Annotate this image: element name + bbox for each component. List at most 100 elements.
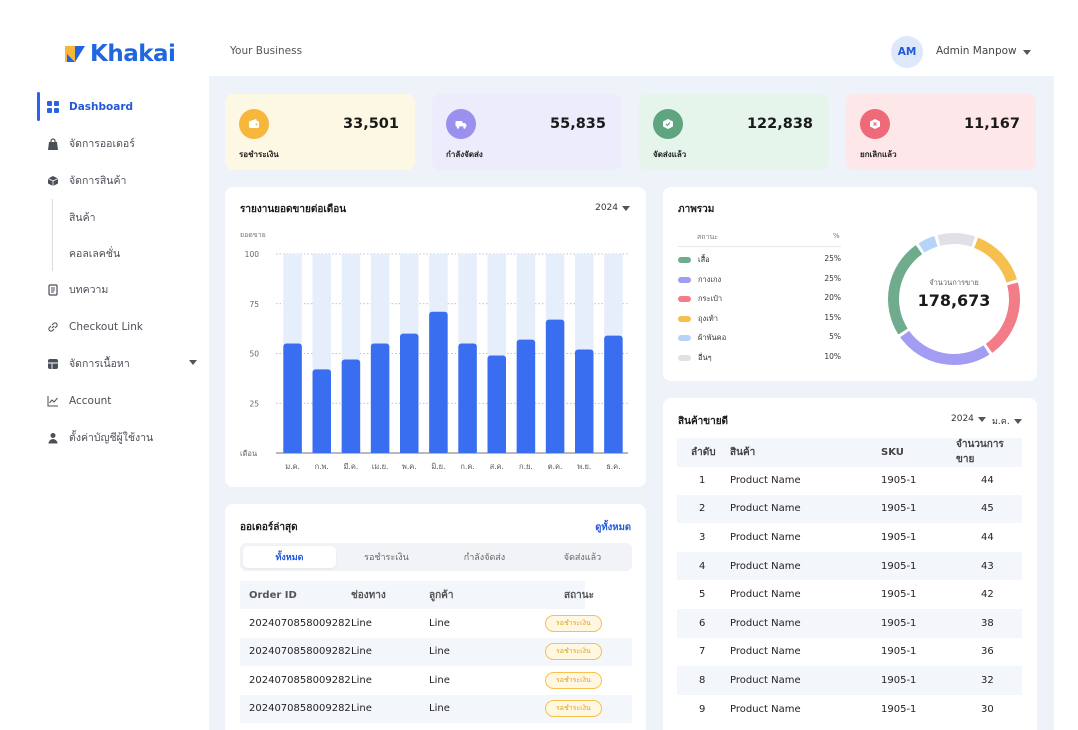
bar[interactable] — [283, 343, 302, 453]
legend-swatch — [678, 315, 691, 322]
main-content: 33,501 รอชำระเงิน 55,835 กำลังจัดส่ง 122,838… — [209, 76, 1054, 730]
table-row[interactable]: 2024070858009282 Line Line รอชำระเงิน — [240, 637, 632, 666]
stat-label: ยกเลิกแล้ว — [860, 150, 897, 159]
bar-base — [429, 449, 448, 453]
sidebar-item[interactable]: Checkout Link — [25, 308, 209, 345]
order-tab[interactable]: จัดส่งแล้ว — [563, 553, 602, 563]
x-tick-label: ก.ย. — [519, 462, 533, 471]
table-row[interactable]: 2024070858009282 Line Line รอชำระเงิน — [240, 609, 632, 637]
truck-icon — [446, 109, 476, 139]
sales-year-select[interactable]: 2024 — [595, 203, 630, 213]
bar[interactable] — [400, 333, 419, 453]
avatar[interactable]: AM — [891, 36, 923, 68]
bestsellers-card: สินค้าขายดี 2024 ม.ค. ลำดับ สินค้า SKU จ… — [663, 398, 1037, 730]
sidebar-item-label: จัดการสินค้า — [69, 175, 127, 187]
sidebar-item[interactable]: ตั้งค่าบัญชีผู้ใช้งาน — [25, 419, 209, 456]
x-tick-label: มิ.ย. — [431, 462, 445, 471]
product-cell: Product Name — [730, 617, 801, 629]
bar[interactable] — [545, 319, 565, 453]
qty-cell: 44 — [981, 531, 994, 543]
product-cell: Product Name — [730, 674, 801, 686]
order-tab[interactable]: รอชำระเงิน — [364, 553, 409, 563]
col-customer: ลูกค้า — [429, 589, 454, 601]
order-tab[interactable]: ทั้งหมด — [243, 546, 336, 568]
logo[interactable]: Khakai — [63, 41, 176, 67]
bar[interactable] — [604, 335, 623, 453]
stat-card[interactable]: 33,501 รอชำระเงิน — [225, 94, 415, 170]
bar[interactable] — [341, 359, 361, 453]
channel-cell: Line — [351, 617, 372, 629]
sidebar-item[interactable]: Dashboard — [25, 88, 209, 125]
sales-chart-card: รายงานยอดขายต่อเดือน 2024 ยอดขาย 100 75 50 2… — [225, 187, 646, 487]
stat-value: 33,501 — [343, 116, 399, 132]
bestsellers-month-select[interactable]: ม.ค. — [992, 414, 1022, 428]
order-tab[interactable]: กำลังจัดส่ง — [463, 553, 506, 563]
product-cell: Product Name — [730, 589, 801, 601]
chevron-down-icon[interactable] — [189, 360, 197, 365]
bar[interactable] — [312, 369, 332, 453]
legend-item: อื่นๆ 10% — [678, 352, 841, 368]
stat-card[interactable]: 11,167 ยกเลิกแล้ว — [846, 94, 1036, 170]
bar[interactable] — [575, 349, 594, 453]
rank-cell: 5 — [699, 589, 706, 601]
sidebar-item-label: Account — [69, 394, 112, 407]
legend-label: ถุงเท้า — [698, 313, 718, 323]
sidebar-item[interactable]: Account — [25, 382, 209, 419]
bar[interactable] — [370, 343, 390, 453]
stat-card[interactable]: 55,835 กำลังจัดส่ง — [432, 94, 622, 170]
table-row[interactable]: 1 Product Name 1905-1 44 — [677, 466, 1022, 495]
logo-text: Khakai — [90, 41, 176, 67]
sidebar-subitem[interactable]: สินค้า — [52, 199, 209, 235]
legend-pct: 5% — [829, 332, 841, 341]
legend-item: กางเกง 25% — [678, 274, 841, 290]
table-row[interactable]: 9 Product Name 1905-1 30 — [677, 695, 1022, 724]
overview-title: ภาพรวม — [678, 204, 715, 215]
bar[interactable] — [429, 311, 448, 453]
bar-base — [516, 449, 536, 453]
x-axis-start-label: เดือน — [240, 449, 257, 458]
sidebar-subitem[interactable]: คอลเลคชั่น — [52, 235, 209, 271]
legend-item: กระเป๋า 20% — [678, 293, 841, 309]
table-row[interactable]: 4 Product Name 1905-1 43 — [677, 551, 1022, 581]
table-row[interactable]: 2024070858009282 Line Line รอชำระเงิน — [240, 694, 632, 723]
user-name[interactable]: Admin Manpow — [936, 45, 1017, 57]
content-icon — [47, 358, 59, 370]
chevron-down-icon — [977, 416, 986, 422]
x-tick-label: ก.ค. — [460, 462, 474, 471]
bar[interactable] — [487, 355, 507, 453]
sidebar-item[interactable]: จัดการสินค้า — [25, 162, 209, 199]
rank-cell: 2 — [699, 503, 706, 515]
donut-slice[interactable] — [937, 233, 976, 247]
chevron-down-icon[interactable] — [1023, 50, 1031, 55]
bar[interactable] — [516, 339, 536, 453]
divider — [678, 246, 841, 247]
donut-slice[interactable] — [888, 245, 923, 335]
table-row[interactable]: 7 Product Name 1905-1 36 — [677, 638, 1022, 667]
stat-label: จัดส่งแล้ว — [653, 150, 687, 159]
sidebar-item[interactable]: จัดการออเดอร์ — [25, 125, 209, 162]
table-row[interactable]: 5 Product Name 1905-1 42 — [677, 580, 1022, 609]
col-sku: SKU — [881, 446, 904, 458]
y-tick-label: 75 — [249, 300, 259, 309]
sales-bar-chart: ยอดขาย 100 75 50 25 เดือนม.ค. ก.พ. มี.ค. เม.ย. พ.… — [240, 231, 628, 471]
sidebar-item[interactable]: บทความ — [25, 271, 209, 308]
stat-card[interactable]: 122,838 จัดส่งแล้ว — [639, 94, 829, 170]
donut-slice[interactable] — [985, 282, 1020, 353]
donut-slice[interactable] — [918, 236, 938, 253]
donut-slice[interactable] — [974, 237, 1017, 283]
table-row[interactable]: 2024070858009282 Line Line รอชำระเงิน — [240, 666, 632, 694]
table-row[interactable]: 8 Product Name 1905-1 32 — [677, 666, 1022, 695]
qty-cell: 30 — [981, 703, 994, 715]
overview-card: ภาพรวม สถานะ % เสื้อ 25% กางเกง 25% กระเป๋า 2… — [663, 187, 1037, 381]
channel-cell: Line — [351, 703, 372, 715]
donut-slice[interactable] — [900, 330, 990, 365]
x-tick-label: พ.ค. — [402, 462, 417, 471]
table-row[interactable]: 3 Product Name 1905-1 44 — [677, 523, 1022, 552]
view-all-link[interactable]: ดูทั้งหมด — [595, 522, 631, 533]
stat-value: 122,838 — [746, 116, 813, 132]
sidebar-item[interactable]: จัดการเนื้อหา — [25, 345, 209, 382]
bestsellers-year-select[interactable]: 2024 — [951, 414, 986, 424]
bar[interactable] — [458, 343, 477, 453]
table-row[interactable]: 6 Product Name 1905-1 38 — [677, 609, 1022, 638]
table-row[interactable]: 2 Product Name 1905-1 45 — [677, 494, 1022, 524]
